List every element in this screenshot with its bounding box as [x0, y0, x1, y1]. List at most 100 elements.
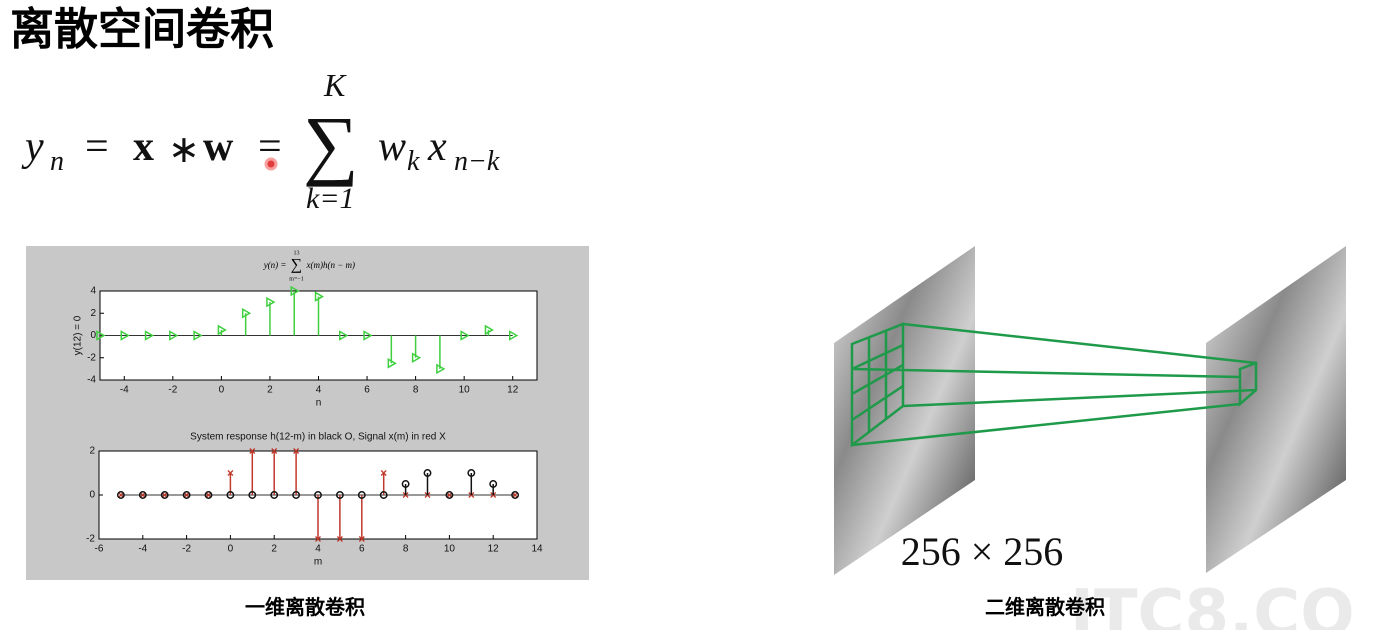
data-point — [117, 492, 124, 498]
marker — [512, 492, 519, 498]
x-tick-label: 6 — [364, 385, 370, 396]
marker — [511, 491, 520, 499]
y-tick-label: 0 — [89, 490, 95, 501]
data-point — [120, 330, 130, 341]
x-tick-label: 10 — [459, 385, 471, 396]
y-tick-label: -2 — [87, 352, 96, 363]
data-point — [96, 330, 106, 341]
x-tick-label: 2 — [271, 544, 277, 555]
data-point — [270, 491, 279, 499]
marker — [292, 491, 301, 499]
formula-x: x — [427, 124, 447, 170]
data-point — [205, 492, 212, 498]
x-tick-label: 0 — [228, 544, 234, 555]
marker — [315, 536, 321, 542]
data-point — [293, 448, 300, 495]
marker — [204, 491, 213, 499]
data-point — [271, 448, 278, 495]
marker — [484, 324, 494, 336]
marker — [411, 352, 422, 364]
marker — [169, 330, 179, 341]
marker — [290, 285, 300, 297]
data-point — [411, 335, 422, 364]
data-point — [508, 330, 519, 341]
formula-upper: K — [323, 67, 347, 103]
data-point — [182, 491, 191, 499]
data-point — [241, 307, 252, 336]
marker — [358, 536, 365, 542]
x-tick-label: 6 — [359, 544, 365, 555]
plot-title: m=−1 — [289, 276, 303, 282]
x-tick-label: 8 — [403, 544, 409, 555]
y-tick-label: -4 — [87, 375, 96, 386]
formula-eq: = — [85, 124, 109, 170]
data-point — [226, 491, 235, 499]
data-point — [160, 491, 169, 499]
input-image — [834, 246, 975, 575]
data-point — [387, 335, 397, 369]
x-tick-label: 12 — [488, 544, 500, 555]
formula-sub: n−k — [454, 146, 500, 177]
marker — [380, 470, 387, 476]
marker — [227, 470, 234, 476]
x-tick-label: -2 — [168, 385, 177, 396]
data-point — [335, 491, 344, 499]
marker — [363, 330, 373, 341]
x-tick-label: -4 — [120, 385, 129, 396]
plot-title: 13 — [294, 250, 300, 256]
data-point — [169, 330, 179, 341]
marker — [249, 448, 256, 454]
formula-star: ∗ — [168, 129, 200, 171]
data-point — [511, 491, 520, 499]
y-tick-label: 2 — [89, 446, 95, 457]
data-point — [204, 491, 213, 499]
data-point — [339, 330, 349, 341]
marker — [139, 492, 146, 498]
marker — [379, 491, 388, 499]
marker — [446, 492, 453, 498]
marker — [182, 491, 191, 499]
formula-lower: k=1 — [306, 182, 355, 215]
data-point — [292, 491, 301, 499]
data-point — [144, 330, 155, 341]
formula-x: x — [133, 124, 154, 170]
marker — [161, 492, 168, 498]
marker — [217, 324, 227, 336]
data-point — [315, 495, 321, 542]
data-point — [436, 335, 446, 375]
formula-eq: = — [258, 124, 282, 170]
formula-sum: ∑ — [303, 100, 359, 187]
marker — [401, 480, 410, 488]
marker — [357, 491, 366, 499]
data-point — [249, 448, 256, 495]
x-axis-label: n — [316, 398, 322, 409]
formula: y n = x ∗ w = ∑ K k=1 w k x n−k — [21, 67, 500, 215]
marker — [508, 330, 519, 341]
data-point — [460, 330, 470, 341]
marker — [314, 291, 325, 302]
kernel-grid — [850, 322, 1258, 448]
x-tick-label: 2 — [267, 385, 273, 396]
x-tick-label: 0 — [219, 385, 225, 396]
marker — [160, 491, 169, 499]
marker — [205, 492, 212, 498]
data-point — [139, 492, 146, 498]
marker — [339, 330, 349, 341]
data-point — [248, 491, 257, 499]
data-point — [290, 285, 300, 336]
formula-sub: k — [407, 146, 420, 177]
data-point — [266, 296, 276, 336]
caption: 一维离散卷积 — [245, 595, 365, 619]
marker — [248, 491, 257, 499]
size-label: 256 × 256 — [901, 529, 1064, 574]
plot-title: ∑ — [291, 257, 302, 274]
data-point — [484, 324, 494, 336]
data-point — [445, 491, 454, 499]
data-point — [161, 492, 168, 498]
y-tick-label: 0 — [90, 330, 96, 341]
data-point — [217, 324, 227, 336]
data-point — [358, 495, 365, 542]
marker — [271, 448, 278, 454]
data-point — [138, 491, 147, 499]
